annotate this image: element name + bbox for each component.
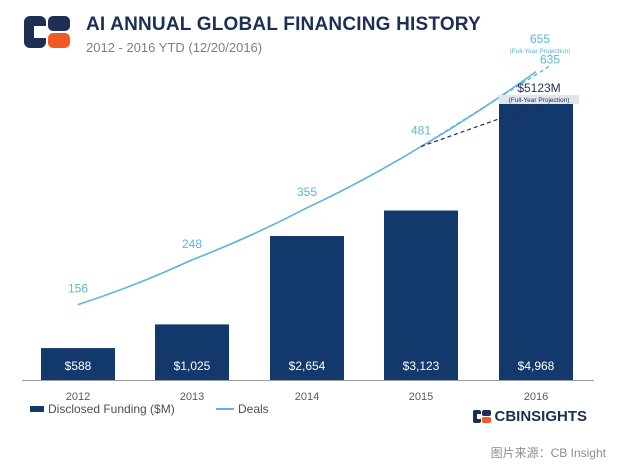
deals-line (77, 70, 537, 306)
funding-bar (270, 235, 344, 380)
funding-bar (384, 210, 458, 380)
bar-value-label: $588 (65, 359, 92, 373)
funding-projection-line (420, 97, 559, 148)
image-source-caption: 图片来源：CB Insight (490, 446, 606, 460)
legend-label-deals: Deals (238, 402, 269, 416)
funding-bar (155, 324, 229, 380)
x-tick-label: 2016 (524, 391, 548, 403)
x-tick-label: 2014 (295, 391, 319, 403)
deals-value-label: 355 (297, 185, 317, 199)
funding-bar (499, 102, 573, 380)
funding-projection-note: (Full-Year Projection) (509, 97, 570, 104)
legend-line-swatch (216, 408, 234, 410)
x-tick-label: 2012 (66, 391, 90, 403)
deals-value-label: 248 (182, 237, 202, 251)
chart-title: AI ANNUAL GLOBAL FINANCING HISTORY (86, 14, 481, 35)
x-tick-label: 2015 (409, 391, 433, 403)
cb-insights-small-logo (473, 410, 492, 423)
funding-projection-note-bg (499, 95, 579, 104)
chart-subtitle: 2012 - 2016 YTD (12/20/2016) (86, 40, 263, 55)
deals-value-label: 481 (411, 124, 431, 138)
brand-mark: CBINSIGHTS (473, 408, 587, 425)
deals-projection-note: (Full-Year Projection) (510, 48, 571, 55)
legend-item-deals: Deals (216, 402, 269, 416)
funding-projection-value: $5123M (517, 81, 560, 95)
bar-value-label: $1,025 (174, 359, 211, 373)
bar-value-label: $2,654 (289, 359, 326, 373)
bar-value-label: $4,968 (518, 359, 555, 373)
brand-text: CBINSIGHTS (494, 408, 587, 425)
cb-insights-logo (24, 16, 70, 48)
bar-value-label: $3,123 (403, 359, 440, 373)
x-tick-label: 2013 (180, 391, 204, 403)
deals-value-label: 156 (68, 282, 88, 296)
deals-value-label: 635 (540, 53, 560, 67)
legend-bar-swatch (30, 406, 44, 412)
deals-projection-line (420, 65, 551, 148)
legend-label-funding: Disclosed Funding ($M) (48, 402, 175, 416)
chart-header: AI ANNUAL GLOBAL FINANCING HISTORY 2012 … (24, 12, 604, 62)
deals-projection-value: 655 (530, 32, 550, 46)
funding-bar (41, 348, 115, 380)
legend-item-funding: Disclosed Funding ($M) (30, 402, 175, 416)
